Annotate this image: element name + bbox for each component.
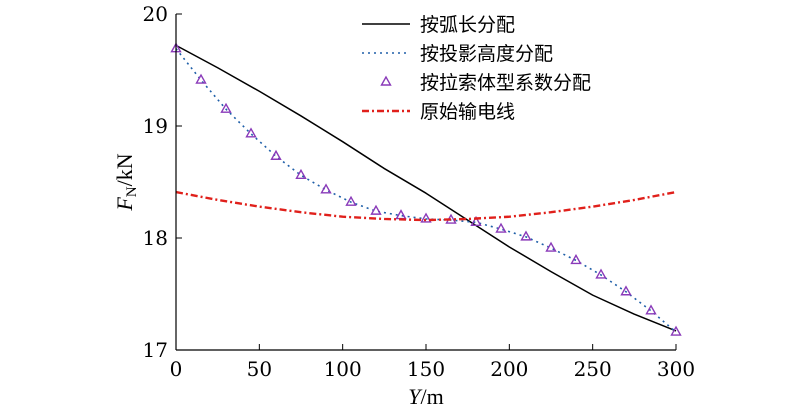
y-tick-label: 17 bbox=[143, 338, 168, 362]
data-point bbox=[395, 209, 407, 220]
data-point bbox=[545, 241, 557, 252]
x-tick-label: 0 bbox=[170, 357, 183, 381]
legend-item: 原始输电线 bbox=[362, 101, 515, 123]
x-tick-label: 50 bbox=[247, 357, 272, 381]
data-point bbox=[195, 73, 207, 84]
x-axis-ticks: 0 50 100 150 200 250 300 bbox=[170, 344, 695, 381]
legend-marker bbox=[380, 75, 392, 86]
data-point bbox=[370, 204, 382, 215]
x-tick-label: 100 bbox=[324, 357, 362, 381]
legend-item: 按拉索体型系数分配 bbox=[380, 72, 591, 94]
x-tick-label: 200 bbox=[490, 357, 528, 381]
series-line bbox=[175, 190, 677, 222]
data-point bbox=[620, 285, 632, 296]
x-tick-label: 250 bbox=[574, 357, 612, 381]
legend-label: 按拉索体型系数分配 bbox=[420, 72, 591, 94]
y-tick-label: 18 bbox=[143, 226, 168, 250]
data-point bbox=[670, 325, 682, 336]
y-axis-ticks: 17 18 19 20 bbox=[143, 2, 182, 362]
x-axis-label: Y/m bbox=[408, 384, 443, 409]
data-point bbox=[245, 127, 257, 138]
series-line bbox=[175, 44, 677, 332]
data-point bbox=[520, 230, 532, 241]
y-tick-label: 20 bbox=[143, 2, 168, 26]
legend-item: 按投影高度分配 bbox=[362, 43, 553, 65]
data-point bbox=[295, 168, 307, 179]
x-tick-label: 150 bbox=[407, 357, 445, 381]
data-point bbox=[570, 253, 582, 265]
plot-area bbox=[170, 42, 682, 336]
legend-label: 按弧长分配 bbox=[420, 14, 515, 36]
data-point bbox=[220, 102, 232, 113]
data-point bbox=[345, 195, 357, 206]
data-point bbox=[270, 149, 282, 160]
x-tick-label: 300 bbox=[657, 357, 695, 381]
data-point bbox=[495, 222, 507, 233]
legend-label: 按投影高度分配 bbox=[420, 43, 553, 65]
data-point bbox=[320, 183, 332, 194]
series-0 bbox=[175, 44, 677, 332]
y-tick-label: 19 bbox=[143, 114, 168, 138]
legend-label: 原始输电线 bbox=[420, 101, 515, 123]
data-point bbox=[595, 268, 607, 279]
data-point bbox=[420, 212, 432, 223]
legend-item: 按弧长分配 bbox=[362, 14, 515, 36]
data-point bbox=[470, 215, 482, 227]
y-axis-label: FN/kN bbox=[112, 153, 140, 211]
series-3 bbox=[175, 190, 677, 222]
data-point bbox=[645, 304, 657, 315]
